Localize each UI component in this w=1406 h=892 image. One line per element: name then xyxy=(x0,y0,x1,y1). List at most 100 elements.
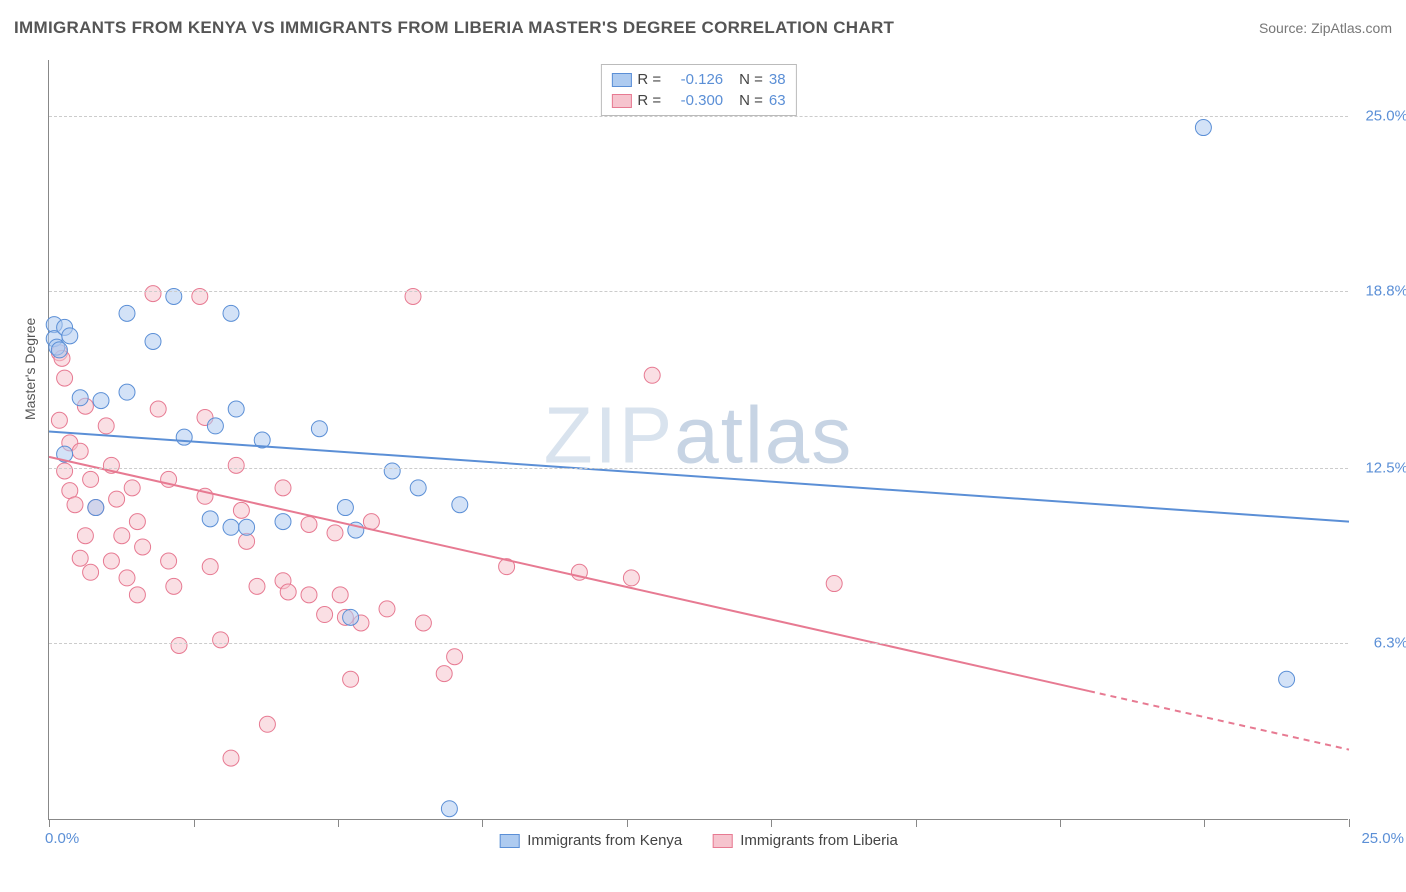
data-point xyxy=(72,390,88,406)
legend-label-liberia: Immigrants from Liberia xyxy=(740,832,898,849)
data-point xyxy=(332,587,348,603)
data-point xyxy=(119,384,135,400)
r-label: R = xyxy=(637,69,661,90)
data-point xyxy=(249,578,265,594)
data-point xyxy=(317,607,333,623)
data-point xyxy=(343,609,359,625)
x-tick xyxy=(49,819,50,827)
data-point xyxy=(337,500,353,516)
data-point xyxy=(275,514,291,530)
data-point xyxy=(98,418,114,434)
x-tick xyxy=(482,819,483,827)
data-point xyxy=(415,615,431,631)
data-point xyxy=(223,750,239,766)
chart-title: IMMIGRANTS FROM KENYA VS IMMIGRANTS FROM… xyxy=(14,18,894,38)
data-point xyxy=(57,370,73,386)
data-point xyxy=(83,564,99,580)
legend-swatch-liberia-icon xyxy=(712,834,732,848)
x-tick xyxy=(916,819,917,827)
x-tick xyxy=(1204,819,1205,827)
x-axis-start-label: 0.0% xyxy=(45,830,79,847)
legend-item-liberia: Immigrants from Liberia xyxy=(712,832,898,849)
legend-label-kenya: Immigrants from Kenya xyxy=(527,832,682,849)
data-point xyxy=(379,601,395,617)
data-point xyxy=(124,480,140,496)
data-point xyxy=(343,671,359,687)
data-point xyxy=(145,333,161,349)
data-point xyxy=(135,539,151,555)
r-value-kenya: -0.126 xyxy=(667,69,723,90)
x-tick xyxy=(194,819,195,827)
gridline xyxy=(49,643,1348,644)
stats-row-liberia: R = -0.300 N = 63 xyxy=(611,90,785,111)
data-point xyxy=(72,443,88,459)
data-point xyxy=(93,393,109,409)
x-tick xyxy=(1349,819,1350,827)
data-point xyxy=(67,497,83,513)
source-label: Source: xyxy=(1259,20,1307,36)
data-point xyxy=(129,514,145,530)
data-point xyxy=(410,480,426,496)
data-point xyxy=(202,559,218,575)
data-point xyxy=(77,528,93,544)
plot-area: ZIPatlas R = -0.126 N = 38 R = -0.300 N … xyxy=(48,60,1348,820)
data-point xyxy=(72,550,88,566)
scatter-plot-svg xyxy=(49,60,1348,819)
data-point xyxy=(166,578,182,594)
correlation-stats-box: R = -0.126 N = 38 R = -0.300 N = 63 xyxy=(600,64,796,116)
data-point xyxy=(436,666,452,682)
data-point xyxy=(441,801,457,817)
n-value-kenya: 38 xyxy=(769,69,786,90)
y-tick-label: 12.5% xyxy=(1365,460,1406,477)
data-point xyxy=(452,497,468,513)
r-value-liberia: -0.300 xyxy=(667,90,723,111)
data-point xyxy=(57,463,73,479)
data-point xyxy=(327,525,343,541)
data-point xyxy=(202,511,218,527)
gridline xyxy=(49,468,1348,469)
data-point xyxy=(62,328,78,344)
data-point xyxy=(150,401,166,417)
y-tick-label: 18.8% xyxy=(1365,282,1406,299)
legend-item-kenya: Immigrants from Kenya xyxy=(499,832,682,849)
data-point xyxy=(129,587,145,603)
n-label: N = xyxy=(739,90,763,111)
data-point xyxy=(644,367,660,383)
y-axis-label: Master's Degree xyxy=(22,318,38,420)
data-point xyxy=(171,637,187,653)
data-point xyxy=(301,516,317,532)
data-point xyxy=(233,502,249,518)
chart-header: IMMIGRANTS FROM KENYA VS IMMIGRANTS FROM… xyxy=(14,18,1392,38)
data-point xyxy=(114,528,130,544)
data-point xyxy=(207,418,223,434)
n-value-liberia: 63 xyxy=(769,90,786,111)
gridline xyxy=(49,291,1348,292)
data-point xyxy=(51,342,67,358)
x-tick xyxy=(1060,819,1061,827)
gridline xyxy=(49,116,1348,117)
data-point xyxy=(447,649,463,665)
data-point xyxy=(213,632,229,648)
data-point xyxy=(228,401,244,417)
data-point xyxy=(223,305,239,321)
data-point xyxy=(280,584,296,600)
source-credit: Source: ZipAtlas.com xyxy=(1259,20,1392,36)
swatch-liberia-icon xyxy=(611,94,631,108)
legend-swatch-kenya-icon xyxy=(499,834,519,848)
data-point xyxy=(119,305,135,321)
data-point xyxy=(1195,120,1211,136)
stats-row-kenya: R = -0.126 N = 38 xyxy=(611,69,785,90)
legend: Immigrants from Kenya Immigrants from Li… xyxy=(499,832,898,849)
data-point xyxy=(623,570,639,586)
data-point xyxy=(223,519,239,535)
data-point xyxy=(311,421,327,437)
swatch-kenya-icon xyxy=(611,73,631,87)
data-point xyxy=(109,491,125,507)
data-point xyxy=(228,457,244,473)
source-link[interactable]: ZipAtlas.com xyxy=(1311,20,1392,36)
data-point xyxy=(1279,671,1295,687)
data-point xyxy=(161,553,177,569)
y-tick-label: 6.3% xyxy=(1374,634,1406,651)
data-point xyxy=(119,570,135,586)
trend-line xyxy=(1089,691,1349,750)
